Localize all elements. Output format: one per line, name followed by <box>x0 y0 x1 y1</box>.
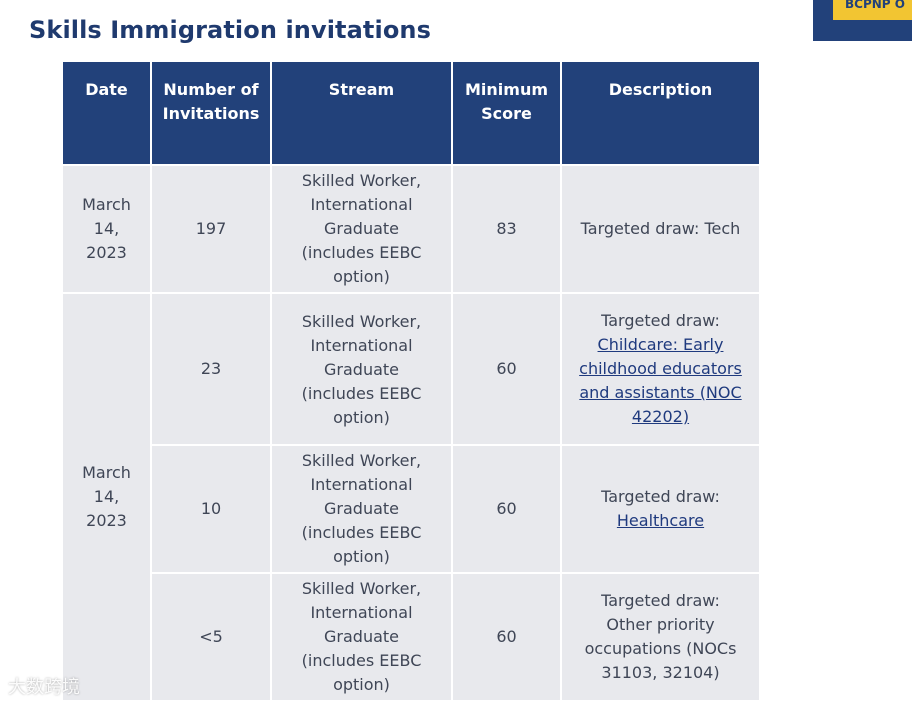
cell-score: 60 <box>451 444 562 574</box>
watermark-logo: 大数跨境 <box>8 677 80 698</box>
cell-stream: Skilled Worker, International Graduate (… <box>270 164 453 294</box>
description-text: Targeted draw: Other priority occupation… <box>584 591 737 682</box>
cell-number: 23 <box>150 292 272 446</box>
description-text: Targeted draw: Tech <box>580 219 741 238</box>
invitations-table: Date Number of Invitations Stream Minimu… <box>61 60 761 702</box>
cell-stream: Skilled Worker, International Graduate (… <box>270 444 453 574</box>
top-banner: BCPNP O <box>813 0 912 41</box>
table-row: 10 Skilled Worker, International Graduat… <box>62 444 761 574</box>
cell-score: 60 <box>451 292 562 446</box>
table-row: <5 Skilled Worker, International Graduat… <box>62 572 761 702</box>
bcpnp-button[interactable]: BCPNP O <box>833 0 912 20</box>
description-text: Targeted draw: <box>601 487 720 506</box>
cell-number: 10 <box>150 444 272 574</box>
cell-stream: Skilled Worker, International Graduate (… <box>270 292 453 446</box>
cell-description: Targeted draw: Other priority occupation… <box>560 572 761 702</box>
cell-score: 83 <box>451 164 562 294</box>
cell-date: March 14, 2023 <box>61 164 152 294</box>
header-number-of-invitations: Number of Invitations <box>150 60 272 166</box>
cell-description: Targeted draw: Healthcare <box>560 444 761 574</box>
table-row: March 14, 2023 197 Skilled Worker, Inter… <box>61 164 761 294</box>
childcare-link[interactable]: Childcare: Early childhood educators and… <box>579 335 742 426</box>
table-row: March 14, 2023 23 Skilled Worker, Intern… <box>61 292 761 702</box>
cell-number: 197 <box>150 164 272 294</box>
cell-number: <5 <box>150 572 272 702</box>
cell-date: March 14, 2023 <box>61 292 152 702</box>
cell-stream: Skilled Worker, International Graduate (… <box>270 572 453 702</box>
cell-description: Targeted draw: Childcare: Early childhoo… <box>560 292 761 446</box>
cell-score: 60 <box>451 572 562 702</box>
header-stream: Stream <box>270 60 453 166</box>
description-text: Targeted draw: <box>601 311 720 330</box>
cell-description: Targeted draw: Tech <box>560 164 761 294</box>
page-title: Skills Immigration invitations <box>29 16 431 44</box>
header-date: Date <box>61 60 152 166</box>
header-description: Description <box>560 60 761 166</box>
healthcare-link[interactable]: Healthcare <box>616 511 705 530</box>
header-minimum-score: Minimum Score <box>451 60 562 166</box>
table-header-row: Date Number of Invitations Stream Minimu… <box>61 60 761 166</box>
